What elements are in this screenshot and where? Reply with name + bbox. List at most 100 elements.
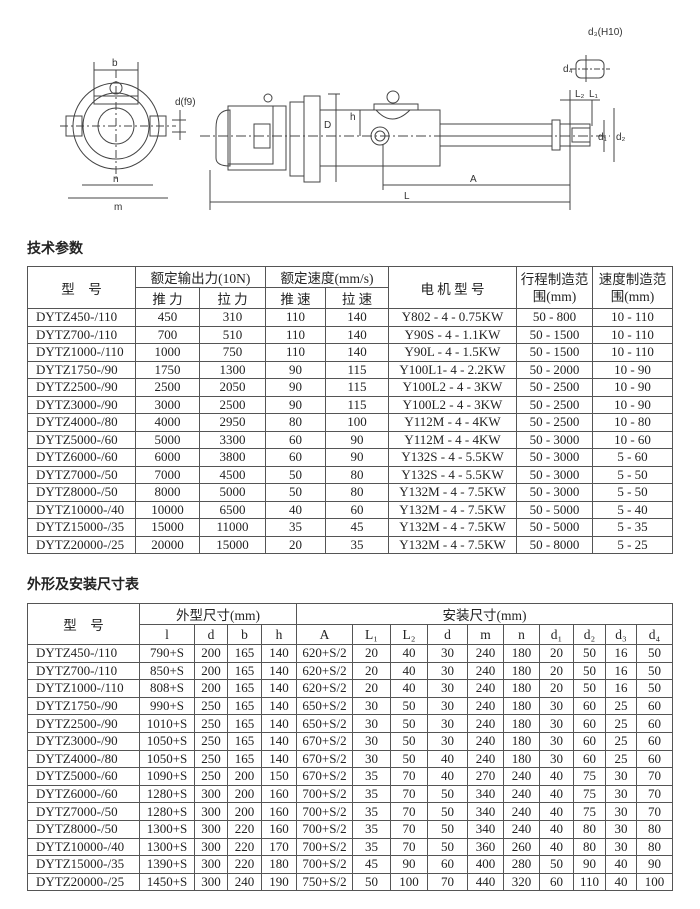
value-cell: 100: [636, 872, 673, 892]
value-cell: 80: [265, 413, 326, 432]
table-row: DYTZ1000-/110 1000 750 110 140 Y90L - 4 - 1.5…: [27, 343, 673, 362]
model-cell: DYTZ700-/110: [27, 661, 140, 681]
column-header: d: [194, 624, 228, 645]
value-cell: 310: [199, 308, 266, 327]
value-cell: 240: [503, 802, 540, 821]
value-cell: 5 - 50: [592, 483, 673, 502]
value-cell: 300: [194, 837, 228, 857]
value-cell: 30: [539, 749, 574, 769]
value-cell: 20: [265, 535, 326, 554]
value-cell: 80: [573, 837, 606, 857]
column-header: d₂: [573, 624, 606, 645]
table-row: DYTZ6000-/60 1280+S 300 200 160 700+S/2 35 70 50…: [27, 784, 673, 804]
table-row: DYTZ8000-/50 1300+S 300 220 160 700+S/2 35 70 50…: [27, 819, 673, 839]
value-cell: 240: [467, 679, 504, 698]
value-cell: 50 - 1500: [516, 325, 593, 344]
value-cell: 40: [265, 500, 326, 519]
dim-label-L2: L₂: [575, 89, 585, 100]
value-cell: 80: [573, 819, 606, 839]
value-cell: 140: [261, 696, 297, 716]
value-cell: 40: [539, 767, 574, 786]
value-cell: 160: [261, 819, 297, 839]
value-cell: 40: [539, 784, 574, 804]
table-row: DYTZ5000-/60 1090+S 250 200 150 670+S/2 35 70 40…: [27, 767, 673, 786]
value-cell: 45: [325, 518, 389, 537]
value-cell: 90: [636, 855, 673, 874]
value-cell: 180: [503, 679, 540, 698]
value-cell: 30: [605, 802, 637, 821]
table-row: DYTZ5000-/60 5000 3300 60 90 Y112M - 4 - 4KW 5…: [27, 430, 673, 449]
table-row: DYTZ20000-/25 20000 15000 20 35 Y132M - 4 - 7…: [27, 535, 673, 554]
value-cell: 140: [325, 308, 389, 327]
value-cell: 165: [227, 696, 262, 716]
value-cell: 340: [467, 802, 504, 821]
header-outer-dimensions: 外型尺寸(mm): [139, 603, 297, 625]
header-stroke-range: 行程制造范围(mm): [516, 266, 593, 309]
value-cell: 440: [467, 872, 504, 892]
value-cell: 750: [199, 343, 266, 362]
value-cell: 110: [265, 308, 326, 327]
value-cell: 400: [467, 855, 504, 874]
value-cell: 25: [605, 749, 637, 769]
value-cell: 6500: [199, 500, 266, 519]
value-cell: 180: [503, 749, 540, 769]
value-cell: 5000: [199, 483, 266, 502]
value-cell: 620+S/2: [296, 661, 353, 681]
value-cell: Y112M - 4 - 4KW: [388, 430, 517, 449]
value-cell: 50 - 2500: [516, 413, 593, 432]
value-cell: 165: [227, 661, 262, 681]
value-cell: 700: [135, 325, 200, 344]
value-cell: 700+S/2: [296, 784, 353, 804]
value-cell: 180: [503, 644, 540, 663]
dim-label-L1: L₁: [589, 89, 599, 100]
value-cell: 50: [427, 784, 468, 804]
model-cell: DYTZ7000-/50: [27, 465, 136, 484]
value-cell: 60: [573, 696, 606, 716]
model-cell: DYTZ450-/110: [27, 644, 140, 663]
model-cell: DYTZ5000-/60: [27, 767, 140, 786]
value-cell: 40: [539, 819, 574, 839]
value-cell: 50: [636, 644, 673, 663]
value-cell: 300: [194, 819, 228, 839]
value-cell: 170: [261, 837, 297, 857]
dim-label-d3: d₃(H10): [588, 27, 623, 38]
value-cell: 10000: [135, 500, 200, 519]
value-cell: 16: [605, 661, 637, 681]
dim-label-D: D: [324, 120, 331, 131]
value-cell: 30: [605, 819, 637, 839]
model-cell: DYTZ15000-/35: [27, 855, 140, 874]
value-cell: 50: [539, 855, 574, 874]
value-cell: 60: [265, 448, 326, 467]
value-cell: 10 - 90: [592, 360, 673, 379]
value-cell: 50 - 2500: [516, 378, 593, 397]
value-cell: 240: [467, 644, 504, 663]
value-cell: 60: [427, 855, 468, 874]
value-cell: 140: [325, 343, 389, 362]
tech-params-table: 型 号 额定输出力(10N) 额定速度(mm/s) 电 机 型 号 行程制造范围…: [27, 266, 673, 554]
table-row: DYTZ1750-/90 990+S 250 165 140 650+S/2 30 50 30 2…: [27, 696, 673, 716]
value-cell: 10 - 80: [592, 413, 673, 432]
value-cell: 35: [352, 767, 391, 786]
model-cell: DYTZ8000-/50: [27, 483, 136, 502]
value-cell: 70: [636, 767, 673, 786]
value-cell: 60: [573, 731, 606, 751]
table-row: DYTZ10000-/40 10000 6500 40 60 Y132M - 4 - 7.…: [27, 500, 673, 519]
value-cell: 2500: [199, 395, 266, 414]
value-cell: 50: [427, 819, 468, 839]
value-cell: 90: [265, 360, 326, 379]
dim-label-L: L: [404, 191, 410, 202]
model-cell: DYTZ1000-/110: [27, 679, 140, 698]
model-cell: DYTZ1750-/90: [27, 696, 140, 716]
table-row: DYTZ700-/110 700 510 110 140 Y90S - 4 - 1.1KW…: [27, 325, 673, 344]
value-cell: 30: [352, 714, 391, 733]
value-cell: 700+S/2: [296, 819, 353, 839]
value-cell: 220: [227, 819, 262, 839]
model-cell: DYTZ10000-/40: [27, 500, 136, 519]
value-cell: 30: [427, 679, 468, 698]
value-cell: 850+S: [139, 661, 195, 681]
header-pull-speed: 拉 速: [325, 287, 389, 309]
dim-label-d2: d₂: [616, 132, 626, 143]
value-cell: 10 - 110: [592, 308, 673, 327]
value-cell: 60: [573, 749, 606, 769]
header-speed-range: 速度制造范围(mm): [592, 266, 673, 309]
